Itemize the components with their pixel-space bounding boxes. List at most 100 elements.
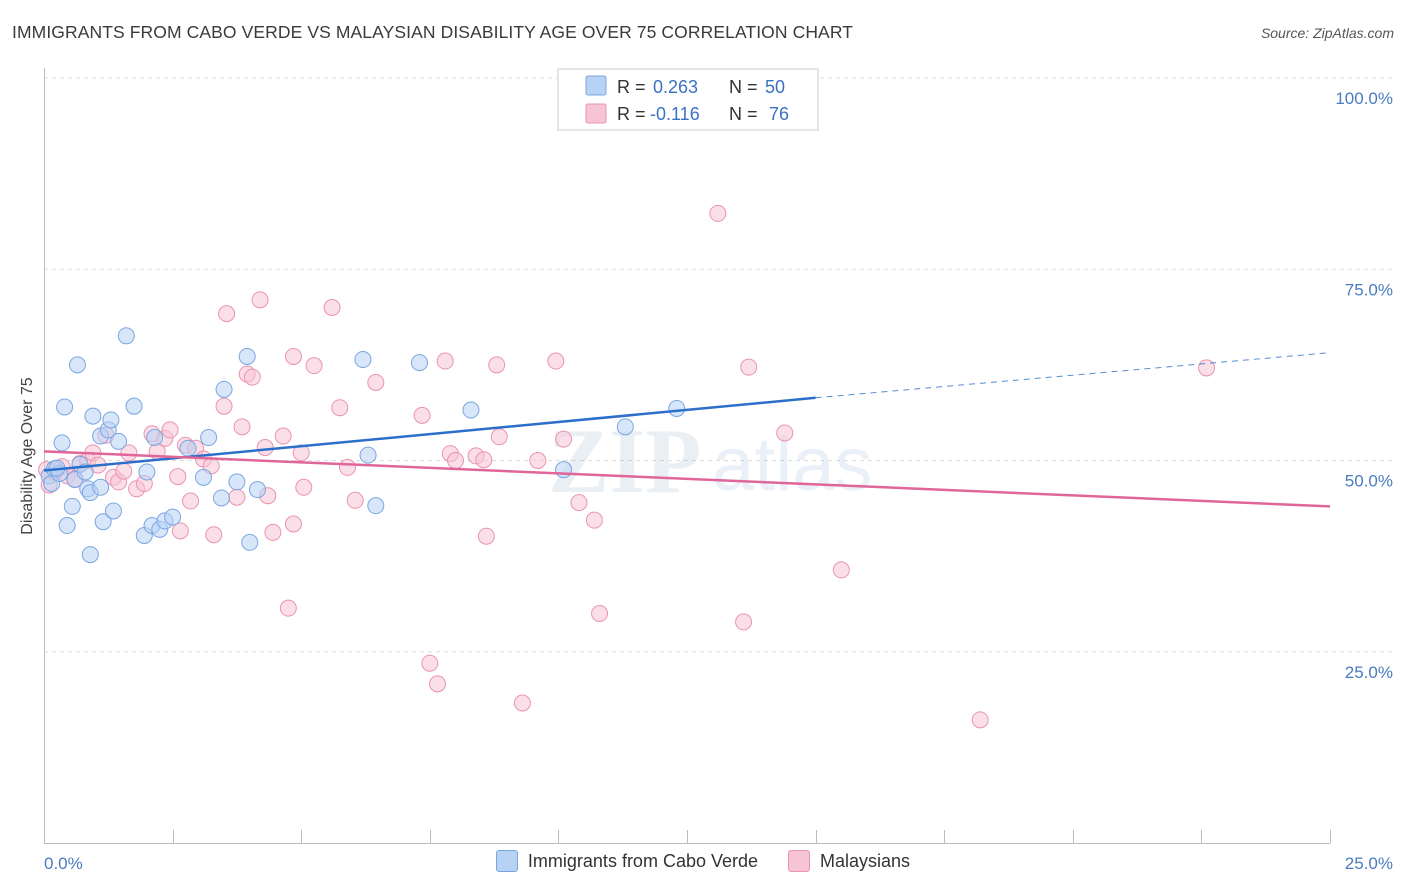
y-tick-label-75: 75.0% bbox=[1345, 280, 1393, 299]
malaysians-point-29 bbox=[218, 305, 236, 323]
malaysians-point-48 bbox=[346, 491, 364, 509]
malaysians-point-43 bbox=[295, 478, 313, 496]
malaysians-point-49 bbox=[367, 373, 385, 391]
malaysians-point-60 bbox=[490, 428, 508, 446]
malaysians-point-52 bbox=[429, 675, 447, 693]
cabo-verde-point-4 bbox=[53, 434, 71, 452]
cabo-verde-point-22 bbox=[110, 432, 128, 450]
cabo-verde-point-21 bbox=[104, 502, 122, 520]
cabo-verde-trend-line bbox=[43, 396, 816, 472]
cabo-verde-point-41 bbox=[354, 351, 372, 369]
source-credit: Source: ZipAtlas.com bbox=[1260, 25, 1394, 41]
malaysians-point-63 bbox=[547, 352, 565, 370]
cabo-verde-point-14 bbox=[81, 546, 99, 564]
legend-swatch-cabo-verde bbox=[495, 850, 518, 872]
cabo-verde-point-26 bbox=[138, 463, 156, 481]
legend-label-cabo-verde: Immigrants from Cabo Verde bbox=[527, 850, 759, 871]
malaysians-point-40 bbox=[284, 515, 302, 533]
cabo-verde-point-45 bbox=[462, 401, 480, 419]
malaysians-point-68 bbox=[709, 204, 727, 222]
malaysians-point-70 bbox=[740, 358, 758, 376]
malaysians-point-71 bbox=[776, 424, 794, 442]
cabo-verde-point-24 bbox=[125, 397, 143, 415]
cabo-verde-point-36 bbox=[215, 380, 233, 398]
legend-swatch-malaysians bbox=[788, 850, 811, 872]
cabo-verde-point-46 bbox=[555, 461, 573, 479]
malaysians-point-19 bbox=[161, 421, 179, 439]
malaysians-point-47 bbox=[338, 458, 356, 476]
cabo-verde-point-23 bbox=[117, 327, 135, 345]
malaysians-point-33 bbox=[243, 368, 261, 386]
legend-swatch-pink bbox=[585, 103, 607, 124]
cabo-verde-point-18 bbox=[94, 513, 112, 531]
malaysians-point-35 bbox=[256, 438, 274, 456]
cabo-verde-point-33 bbox=[194, 468, 212, 486]
x-tick-label-25: 25.0% bbox=[1345, 854, 1393, 873]
malaysians-point-61 bbox=[513, 694, 531, 712]
malaysians-point-28 bbox=[215, 397, 233, 415]
malaysians-point-55 bbox=[447, 452, 465, 469]
malaysians-point-38 bbox=[274, 427, 292, 445]
malaysians-point-64 bbox=[555, 430, 573, 448]
legend-item-malaysians[interactable]: Malaysians bbox=[788, 850, 910, 872]
malaysians-point-74 bbox=[1198, 359, 1216, 377]
legend-n-value-blue: 50 bbox=[765, 77, 785, 97]
legend-r-label-pink: R = bbox=[617, 104, 646, 124]
cabo-verde-point-42 bbox=[359, 446, 377, 464]
malaysians-point-65 bbox=[570, 494, 588, 512]
cabo-verde-point-31 bbox=[164, 508, 182, 526]
cabo-verde-point-38 bbox=[238, 347, 256, 365]
malaysians-point-37 bbox=[264, 523, 282, 541]
cabo-verde-point-15 bbox=[84, 407, 102, 425]
axes bbox=[44, 68, 1331, 844]
cabo-verde-point-35 bbox=[212, 489, 230, 507]
malaysians-point-50 bbox=[413, 406, 431, 424]
malaysians-point-31 bbox=[233, 418, 251, 436]
cabo-verde-point-32 bbox=[179, 439, 197, 457]
cabo-verde-point-47 bbox=[616, 418, 634, 436]
cabo-verde-point-34 bbox=[200, 429, 218, 447]
cabo-verde-point-39 bbox=[241, 533, 259, 551]
malaysians-point-58 bbox=[477, 527, 495, 545]
cabo-verde-point-20 bbox=[102, 411, 120, 429]
malaysians-point-45 bbox=[323, 299, 341, 316]
cabo-verde-point-40 bbox=[248, 481, 266, 499]
y-tick-label-50: 50.0% bbox=[1345, 472, 1393, 491]
tick-labels: 25.0% 50.0% 75.0% 100.0% 0.0% 25.0% bbox=[44, 89, 1393, 873]
cabo-verde-point-16 bbox=[92, 478, 110, 496]
legend-r-value-blue: 0.263 bbox=[653, 77, 698, 97]
malaysians-point-13 bbox=[120, 444, 138, 462]
malaysians-point-51 bbox=[421, 654, 439, 672]
malaysians-point-69 bbox=[735, 613, 753, 631]
cabo-verde-points bbox=[40, 327, 686, 564]
malaysians-point-39 bbox=[279, 599, 297, 617]
chart-title: IMMIGRANTS FROM CABO VERDE VS MALAYSIAN … bbox=[12, 22, 854, 42]
legend-r-label-blue: R = bbox=[617, 77, 646, 97]
malaysians-point-57 bbox=[475, 451, 493, 469]
malaysians-point-66 bbox=[585, 511, 603, 529]
cabo-verde-point-7 bbox=[63, 497, 81, 515]
malaysians-point-62 bbox=[529, 452, 547, 469]
malaysians-point-41 bbox=[284, 347, 302, 365]
malaysians-point-44 bbox=[305, 357, 323, 375]
malaysians-point-42 bbox=[292, 444, 310, 462]
malaysians-point-72 bbox=[832, 561, 850, 579]
legend-item-cabo-verde[interactable]: Immigrants from Cabo Verde bbox=[495, 850, 759, 872]
malaysians-point-30 bbox=[228, 488, 246, 506]
trend-lines bbox=[43, 352, 1331, 508]
malaysians-point-46 bbox=[331, 399, 349, 417]
malaysians-point-34 bbox=[251, 291, 269, 309]
malaysians-point-67 bbox=[591, 605, 609, 622]
legend-swatch-blue bbox=[585, 75, 607, 96]
malaysians-point-12 bbox=[115, 462, 133, 480]
correlation-legend: R = 0.263 N = 50 R = -0.116 N = 76 bbox=[557, 68, 819, 131]
cabo-verde-trend-extension bbox=[815, 352, 1331, 399]
malaysians-point-21 bbox=[171, 522, 189, 540]
malaysians-point-73 bbox=[971, 711, 989, 729]
malaysians-point-53 bbox=[436, 352, 454, 370]
series-legend: Immigrants from Cabo Verde Malaysians bbox=[0, 850, 1406, 872]
malaysians-point-23 bbox=[182, 492, 200, 510]
malaysians-point-59 bbox=[488, 356, 506, 374]
cabo-verde-point-9 bbox=[68, 356, 86, 374]
